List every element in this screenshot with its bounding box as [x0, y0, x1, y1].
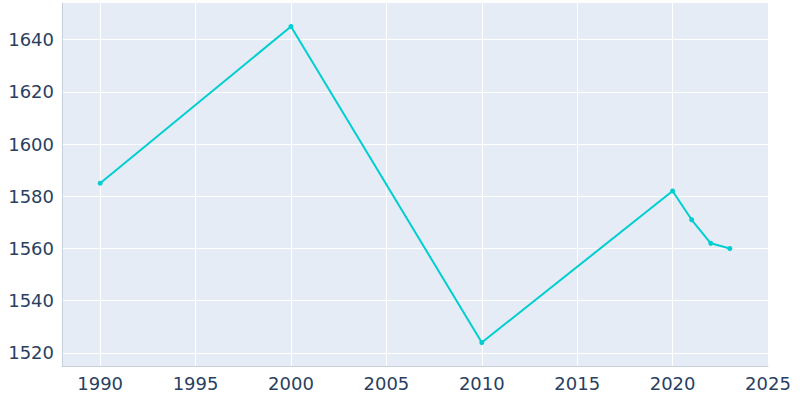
- svg-text:2020: 2020: [650, 373, 696, 394]
- svg-text:1540: 1540: [8, 290, 54, 311]
- svg-text:1990: 1990: [77, 373, 123, 394]
- svg-text:2015: 2015: [554, 373, 600, 394]
- svg-text:1520: 1520: [8, 342, 54, 363]
- svg-text:2000: 2000: [268, 373, 314, 394]
- svg-text:1995: 1995: [173, 373, 219, 394]
- svg-text:1640: 1640: [8, 29, 54, 50]
- svg-text:1620: 1620: [8, 81, 54, 102]
- svg-text:2010: 2010: [459, 373, 505, 394]
- svg-text:2025: 2025: [745, 373, 791, 394]
- svg-text:1580: 1580: [8, 186, 54, 207]
- svg-text:1600: 1600: [8, 134, 54, 155]
- svg-text:2005: 2005: [363, 373, 409, 394]
- svg-text:1560: 1560: [8, 238, 54, 259]
